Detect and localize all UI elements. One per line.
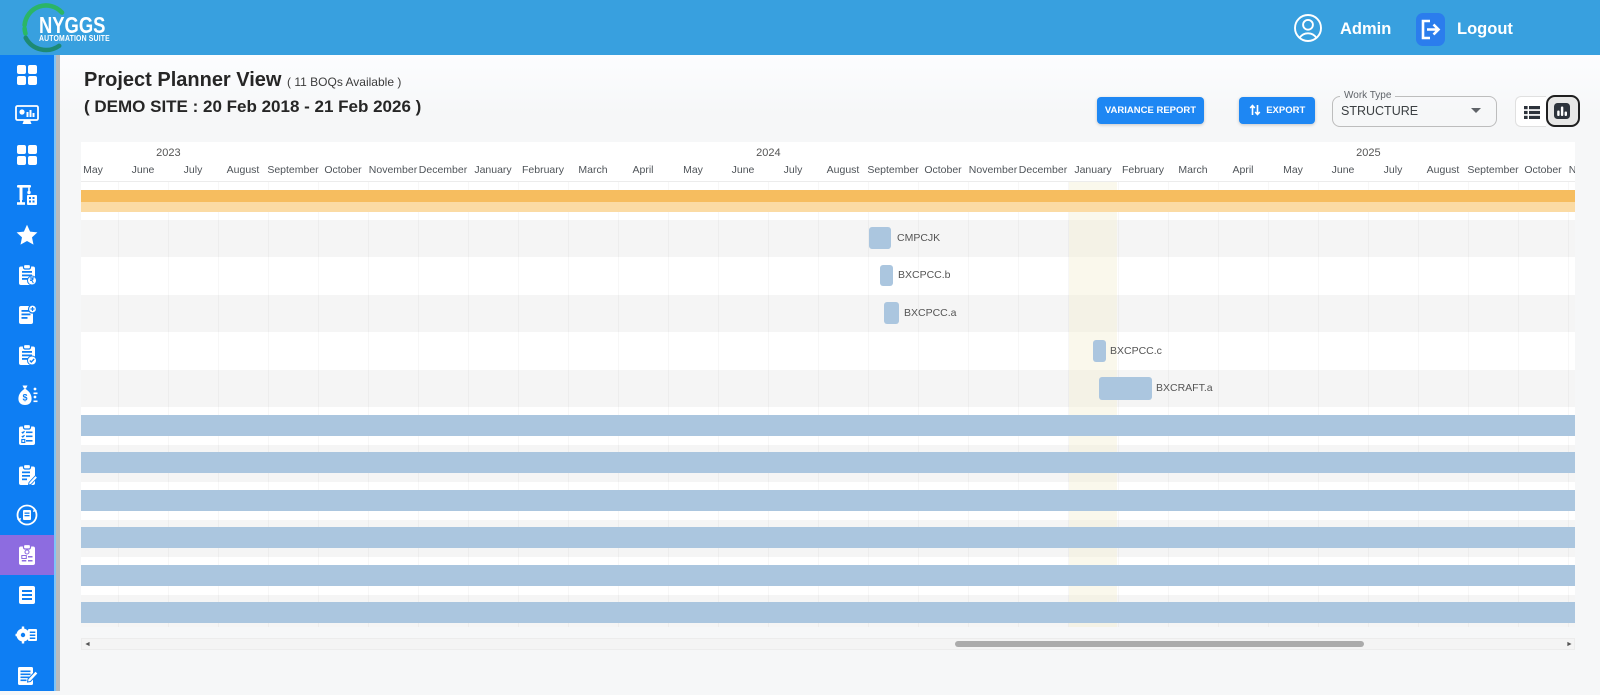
svg-text:$: $ xyxy=(22,393,27,403)
svg-text:₹: ₹ xyxy=(30,276,35,285)
